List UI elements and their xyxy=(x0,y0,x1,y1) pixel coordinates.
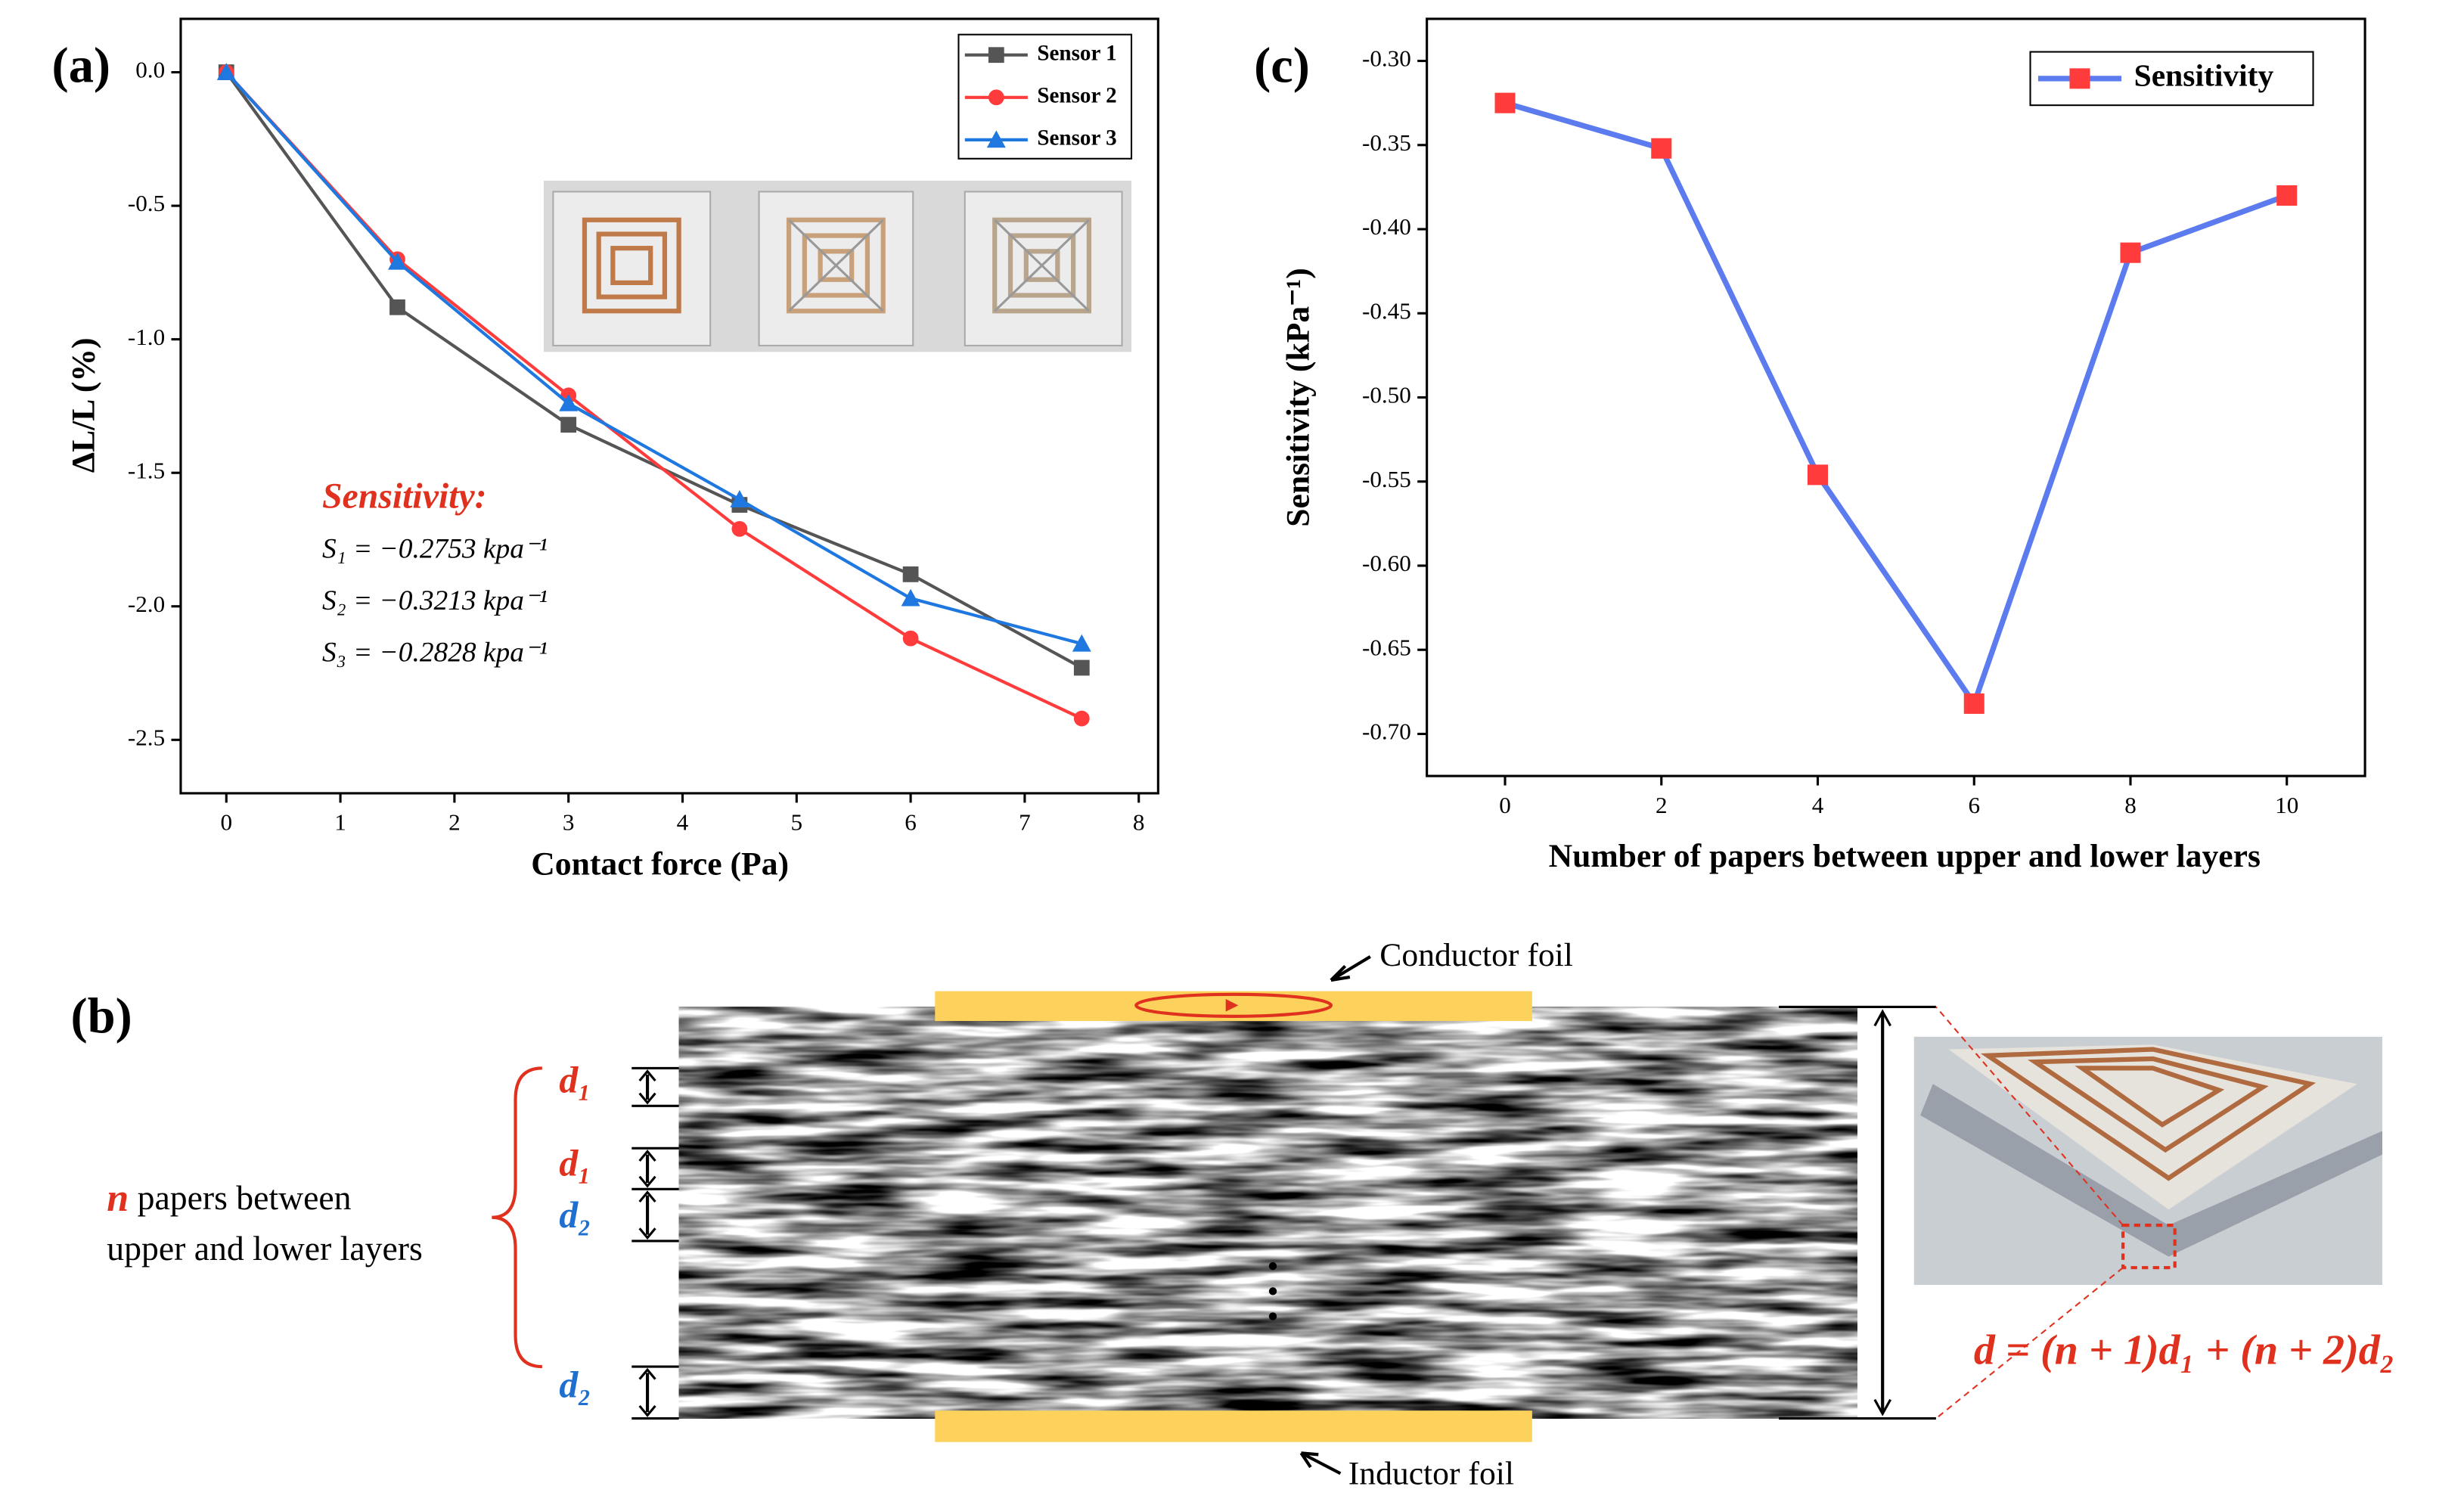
y-axis-title: ΔL/L (%) xyxy=(65,338,101,473)
sensor-photo xyxy=(543,180,1132,352)
x-tick-label: 0 xyxy=(220,809,232,836)
marker xyxy=(560,417,577,433)
plot-frame xyxy=(1426,17,2366,777)
x-axis-title: Contact force (Pa) xyxy=(531,846,789,883)
y-axis-title: Sensitivity (kPa⁻¹) xyxy=(1280,268,1316,527)
gap-label: d₂ xyxy=(559,1364,591,1406)
marker xyxy=(731,520,748,537)
y-tick-label: -1.5 xyxy=(128,457,165,483)
marker xyxy=(2276,185,2298,206)
legend-label: Sensor 1 xyxy=(1037,41,1116,65)
x-tick-label: 8 xyxy=(1133,809,1145,836)
x-tick-label: 7 xyxy=(1019,809,1031,836)
x-tick-label: 8 xyxy=(2124,792,2137,818)
y-tick-label: 0.0 xyxy=(135,57,165,83)
annotation-title: Sensitivity: xyxy=(322,476,487,516)
bottom-label: Inductor foil xyxy=(1348,1455,1514,1491)
layer-text: papers between xyxy=(129,1178,351,1217)
legend-label: Sensitivity xyxy=(2134,57,2274,92)
marker xyxy=(2120,242,2141,263)
marker xyxy=(988,89,1004,106)
plot-frame xyxy=(179,17,1159,795)
marker xyxy=(1072,634,1091,652)
marker xyxy=(216,63,236,80)
y-tick-label: -0.60 xyxy=(1362,550,1411,576)
x-tick-label: 1 xyxy=(334,809,346,836)
y-tick-label: -0.45 xyxy=(1362,297,1411,324)
top-label: Conductor foil xyxy=(1379,937,1573,973)
legend-label: Sensor 3 xyxy=(1037,126,1116,150)
gap-label: d₂ xyxy=(559,1194,591,1236)
x-tick-label: 2 xyxy=(1656,792,1668,818)
x-tick-label: 10 xyxy=(2275,792,2298,818)
panel-label: (a) xyxy=(52,39,111,94)
annotation-line: S₁ = −0.2753 kpa⁻¹ xyxy=(322,534,548,565)
x-tick-label: 6 xyxy=(1968,792,1980,818)
y-tick-label: -0.30 xyxy=(1362,45,1411,72)
marker xyxy=(730,490,749,507)
x-axis-title: Number of papers between upper and lower… xyxy=(1549,838,2261,874)
y-tick-label: -2.5 xyxy=(128,724,165,750)
x-tick-label: 4 xyxy=(1812,792,1824,818)
gap-label: d₁ xyxy=(559,1060,591,1101)
layer-label: n papers between xyxy=(107,1177,351,1220)
y-tick-label: -0.40 xyxy=(1362,213,1411,240)
y-tick-label: -0.50 xyxy=(1362,382,1411,408)
gap-label: d₁ xyxy=(559,1143,591,1184)
formula: d = (n + 1)d₁ + (n + 2)d₂ xyxy=(1974,1326,2394,1373)
series-line xyxy=(225,71,1083,720)
marker xyxy=(1963,693,1985,714)
marker xyxy=(1807,464,1829,486)
marker xyxy=(2069,68,2090,89)
marker xyxy=(986,130,1006,148)
inductor-foil xyxy=(935,1410,1532,1442)
marker xyxy=(1073,710,1090,727)
paper-layers xyxy=(678,1007,1857,1419)
y-tick-label: -0.65 xyxy=(1362,634,1411,660)
annotation-line: S₂ = −0.3213 kpa⁻¹ xyxy=(322,585,548,616)
marker xyxy=(1651,138,1672,159)
marker xyxy=(559,393,579,411)
y-tick-label: -2.0 xyxy=(128,591,165,617)
layer-text: upper and lower layers xyxy=(107,1229,422,1268)
device-photo xyxy=(1913,1036,2382,1286)
y-tick-label: -0.35 xyxy=(1362,129,1411,156)
diagram: (b) Conductor foil Inductor foil d₁ d₁ d… xyxy=(71,937,2395,1491)
marker xyxy=(1073,659,1090,676)
x-tick-label: 6 xyxy=(905,809,917,836)
y-tick-label: -0.70 xyxy=(1362,718,1411,745)
marker xyxy=(1494,92,1516,113)
x-tick-label: 0 xyxy=(1499,792,1511,818)
panel-label: (b) xyxy=(71,988,132,1044)
marker xyxy=(389,299,405,315)
x-tick-label: 5 xyxy=(791,809,803,836)
series-line xyxy=(1504,100,2288,710)
annotation-line: S₃ = −0.2828 kpa⁻¹ xyxy=(322,638,548,669)
x-tick-label: 2 xyxy=(448,809,461,836)
y-tick-label: -0.55 xyxy=(1362,466,1411,492)
y-tick-label: -0.5 xyxy=(128,190,165,216)
marker xyxy=(988,47,1004,64)
series-line xyxy=(225,71,1082,646)
y-tick-label: -1.0 xyxy=(128,324,165,350)
marker xyxy=(901,588,920,607)
legend-label: Sensor 2 xyxy=(1037,83,1116,107)
x-tick-label: 3 xyxy=(563,809,575,836)
n-symbol: n xyxy=(107,1177,129,1220)
marker xyxy=(902,630,919,647)
marker xyxy=(388,252,407,270)
series-line xyxy=(225,71,1083,669)
panel-label: (c) xyxy=(1254,39,1310,94)
x-tick-label: 4 xyxy=(677,809,689,836)
marker xyxy=(902,566,919,582)
